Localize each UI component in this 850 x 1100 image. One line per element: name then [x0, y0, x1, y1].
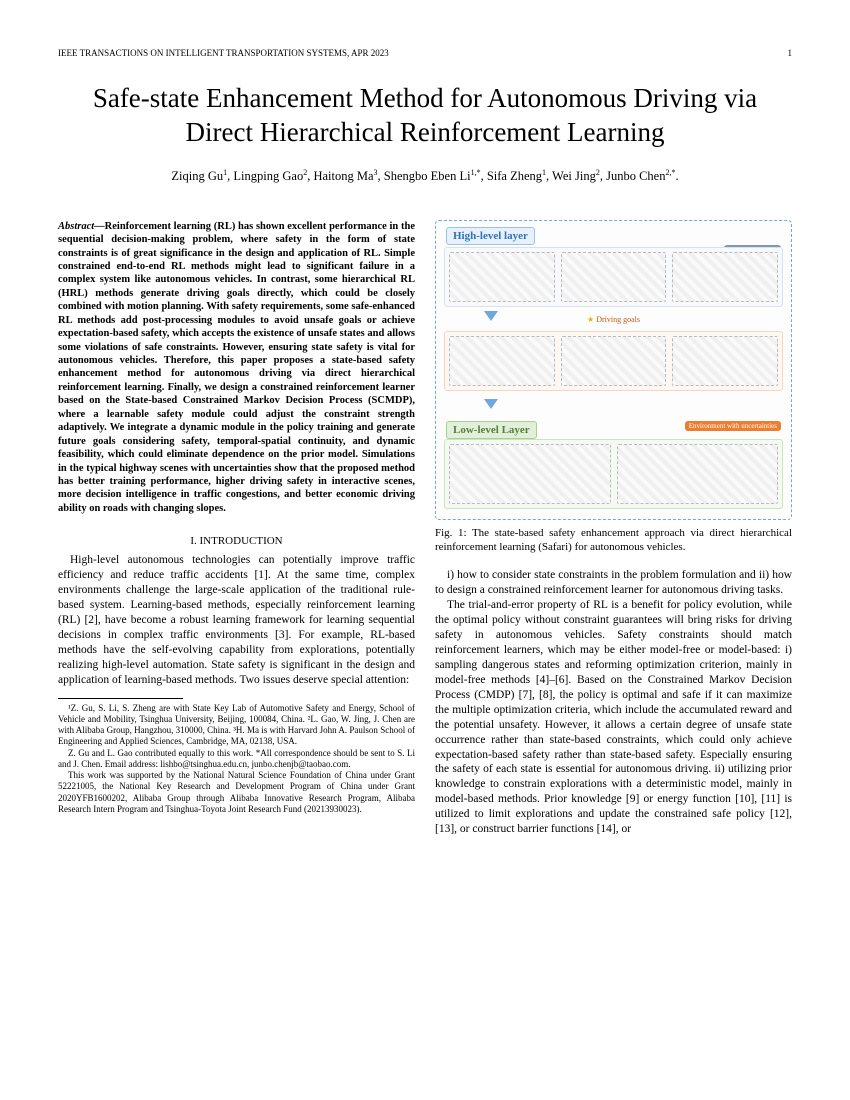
environment-badge: Environment with uncertainties — [685, 421, 781, 431]
row3-sketch — [449, 444, 778, 504]
figure-row-3 — [444, 439, 783, 509]
page-number: 1 — [788, 48, 793, 58]
figure-row-1 — [444, 247, 783, 307]
footnotes: ¹Z. Gu, S. Li, S. Zheng are with State K… — [58, 703, 415, 816]
figure-1-caption: Fig. 1: The state-based safety enhanceme… — [435, 526, 792, 555]
journal-name: IEEE TRANSACTIONS ON INTELLIGENT TRANSPO… — [58, 48, 389, 58]
right-col-body: i) how to consider state constraints in … — [435, 568, 792, 837]
intro-body: High-level autonomous technologies can p… — [58, 553, 415, 687]
figure-1: High-level layer Policy evaluation Drivi… — [435, 220, 792, 520]
abstract-lead: Abstract— — [58, 221, 105, 232]
section-1-heading: I. INTRODUCTION — [58, 535, 415, 547]
driving-goals-label: Driving goals — [587, 315, 640, 324]
low-level-layer-label: Low-level Layer — [446, 421, 537, 439]
rc-para-1: i) how to consider state constraints in … — [435, 568, 792, 598]
figure-row-2 — [444, 331, 783, 391]
high-level-layer-label: High-level layer — [446, 227, 535, 245]
running-header: IEEE TRANSACTIONS ON INTELLIGENT TRANSPO… — [58, 48, 792, 58]
footnote-rule — [58, 698, 183, 699]
intro-para-1: High-level autonomous technologies can p… — [58, 553, 415, 687]
row1-sketch — [449, 252, 778, 302]
arrow-down-icon-2 — [484, 399, 498, 409]
abstract-text: Reinforcement learning (RL) has shown ex… — [58, 221, 415, 514]
author-list: Ziqing Gu1, Lingping Gao2, Haitong Ma3, … — [58, 168, 792, 184]
footnote-funding: This work was supported by the National … — [58, 770, 415, 815]
footnote-correspondence: Z. Gu and L. Gao contributed equally to … — [58, 748, 415, 771]
abstract-block: Abstract—Reinforcement learning (RL) has… — [58, 220, 415, 516]
left-column: Abstract—Reinforcement learning (RL) has… — [58, 220, 415, 837]
rc-para-2: The trial-and-error property of RL is a … — [435, 598, 792, 837]
paper-title: Safe-state Enhancement Method for Autono… — [58, 82, 792, 150]
row2-sketch — [449, 336, 778, 386]
two-column-layout: Abstract—Reinforcement learning (RL) has… — [58, 220, 792, 837]
right-column: High-level layer Policy evaluation Drivi… — [435, 220, 792, 837]
arrow-down-icon — [484, 311, 498, 321]
footnote-affiliations: ¹Z. Gu, S. Li, S. Zheng are with State K… — [58, 703, 415, 748]
